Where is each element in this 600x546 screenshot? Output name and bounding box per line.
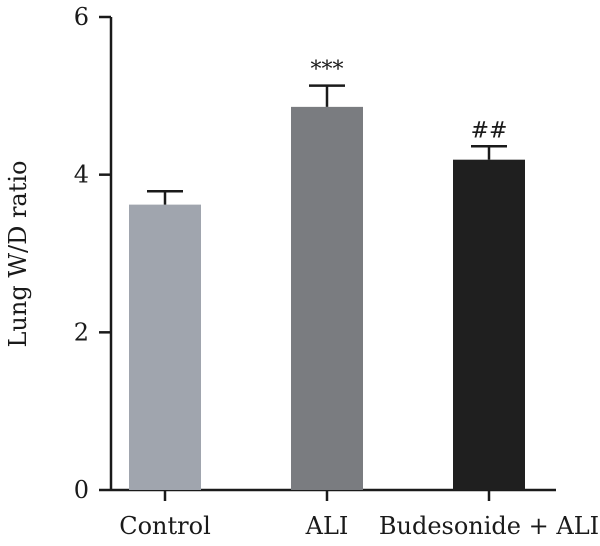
significance-annotations: *** ##	[311, 58, 508, 144]
significance-label: ***	[311, 58, 344, 83]
bar	[453, 159, 525, 490]
y-tick-label: 4	[74, 161, 89, 189]
category-label: Budesonide + ALI	[379, 512, 599, 540]
significance-label: ##	[471, 118, 508, 143]
y-axis-title: Lung W/D ratio	[4, 160, 32, 347]
bar	[129, 204, 201, 490]
y-tick-labels: 0 2 4 6	[74, 3, 89, 504]
bars	[129, 106, 525, 491]
bar	[291, 106, 363, 491]
y-tick-label: 2	[74, 318, 89, 346]
error-bars	[147, 84, 507, 205]
category-label: Control	[119, 512, 211, 540]
y-tick-label: 0	[74, 476, 89, 504]
category-label: ALI	[305, 512, 349, 540]
category-labels: Control ALI Budesonide + ALI	[119, 512, 599, 540]
y-tick-label: 6	[74, 3, 89, 31]
